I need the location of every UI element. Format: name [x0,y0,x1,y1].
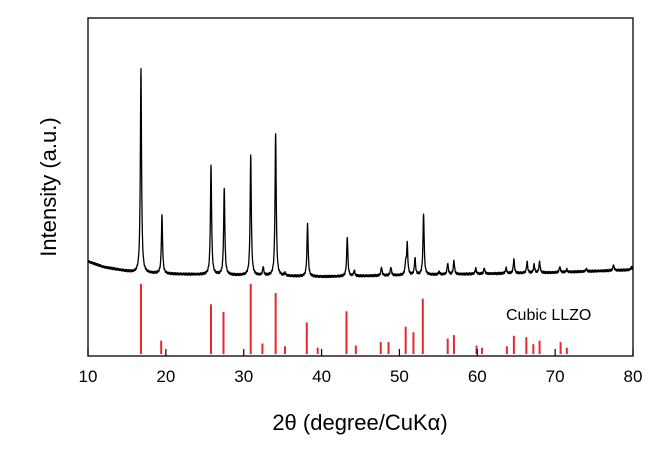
reference-sticks [139,284,568,354]
reference-label: Cubic LLZO [506,307,591,324]
x-tick-label: 10 [79,367,98,386]
x-axis-ticks: 10 20 30 40 50 60 70 80 [79,349,643,386]
x-tick-label: 70 [546,367,565,386]
x-tick-label: 30 [234,367,253,386]
y-axis-title: Intensity (a.u.) [36,117,61,256]
x-tick-label: 60 [468,367,487,386]
x-tick-label: 20 [156,367,175,386]
x-tick-label: 80 [624,367,643,386]
x-axis-title: 2θ (degree/CuKα) [272,410,447,435]
xrd-pattern-line [87,68,634,279]
x-tick-label: 50 [390,367,409,386]
plot-frame [87,17,634,357]
plot-series [87,68,634,354]
x-tick-label: 40 [312,367,331,386]
